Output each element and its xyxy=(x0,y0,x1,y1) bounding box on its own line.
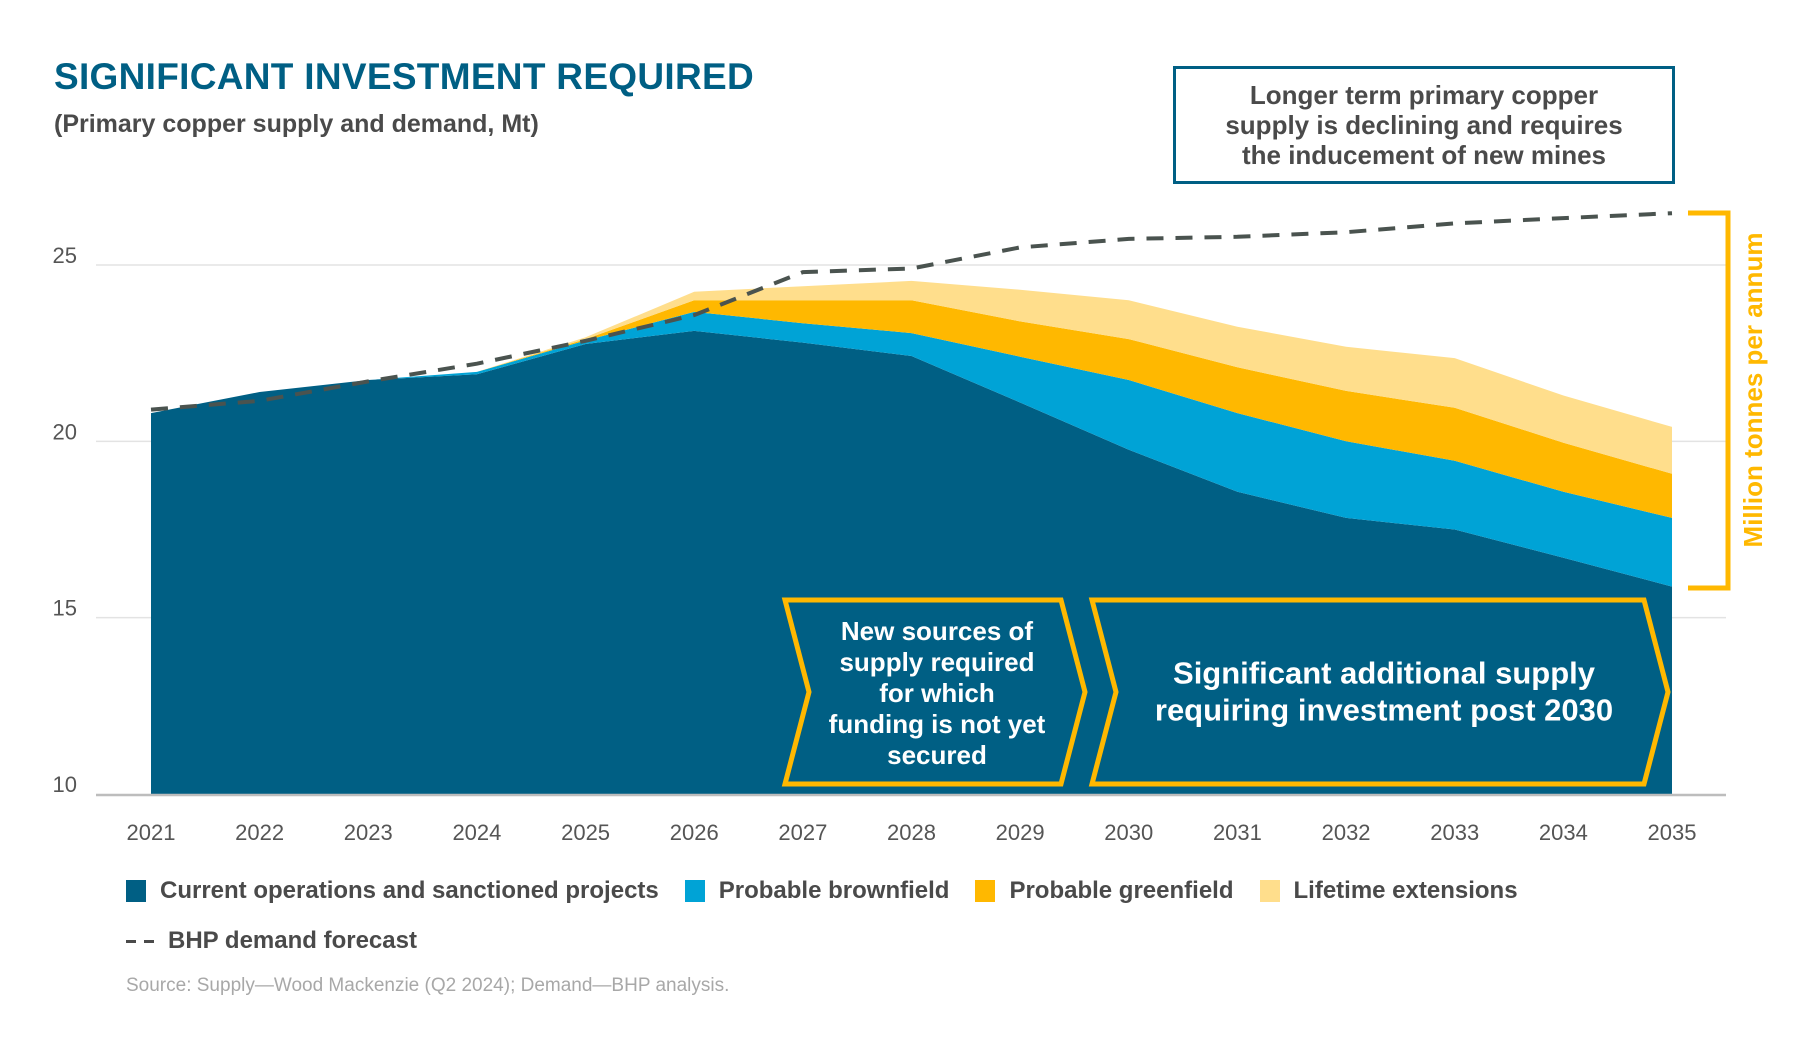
y-tick-label: 15 xyxy=(53,596,77,621)
x-tick-label: 2028 xyxy=(887,820,936,845)
x-tick-label: 2024 xyxy=(452,820,501,845)
chevron-text-line: Significant additional supply xyxy=(1173,656,1596,691)
legend-swatch xyxy=(975,880,996,902)
x-tick-label: 2035 xyxy=(1648,820,1697,845)
chevron-text-line: requiring investment post 2030 xyxy=(1155,693,1613,728)
callout-text: Longer term primary copper supply is dec… xyxy=(1225,80,1623,170)
dashed-line-icon xyxy=(126,930,154,952)
x-tick-label: 2022 xyxy=(235,820,284,845)
legend-swatch xyxy=(684,880,705,902)
legend-swatch xyxy=(1259,880,1280,902)
chart-subtitle: (Primary copper supply and demand, Mt) xyxy=(54,110,539,138)
y-axis-ticks: 10 15 20 25 xyxy=(53,243,77,797)
area-lifetime-extensions xyxy=(151,280,1672,474)
chevron-text-line: funding is not yet xyxy=(829,709,1046,739)
demand-forecast-line xyxy=(150,211,1673,412)
x-tick-label: 2032 xyxy=(1322,820,1371,845)
source-note: Source: Supply—Wood Mackenzie (Q2 2024);… xyxy=(126,975,730,996)
legend-item-current-operations: Current operations and sanctioned projec… xyxy=(126,877,659,905)
x-tick-label: 2021 xyxy=(127,820,176,845)
legend-label: Current operations and sanctioned projec… xyxy=(160,877,659,904)
callout-box: Longer term primary copper supply is dec… xyxy=(1173,66,1675,184)
chart-title: SIGNIFICANT INVESTMENT REQUIRED xyxy=(54,56,754,97)
x-tick-label: 2034 xyxy=(1539,820,1588,845)
x-tick-label: 2031 xyxy=(1213,820,1262,845)
legend-swatch xyxy=(126,880,146,902)
area-probable-greenfield xyxy=(151,300,1672,518)
legend: Current operations and sanctioned projec… xyxy=(126,875,1726,957)
legend-item-lifetime-extensions: Lifetime extensions xyxy=(1259,877,1518,905)
x-tick-label: 2030 xyxy=(1104,820,1153,845)
chevron-box xyxy=(781,597,1088,787)
legend-item-probable-greenfield: Probable greenfield xyxy=(975,877,1234,905)
legend-label: Probable brownfield xyxy=(718,877,950,904)
chevron-text-line: New sources of xyxy=(841,616,1034,646)
legend-row-supply: Current operations and sanctioned projec… xyxy=(126,875,1726,907)
chevron-box xyxy=(1088,597,1671,787)
x-tick-label: 2023 xyxy=(344,820,393,845)
legend-item-probable-brownfield: Probable brownfield xyxy=(684,877,950,905)
y-tick-label: 20 xyxy=(53,419,77,444)
x-tick-label: 2033 xyxy=(1430,820,1479,845)
legend-label: BHP demand forecast xyxy=(168,927,417,954)
legend-label: Probable greenfield xyxy=(1009,877,1234,904)
chevron-text-line: secured xyxy=(887,740,987,770)
x-tick-label: 2025 xyxy=(561,820,610,845)
legend-item-demand: BHP demand forecast xyxy=(126,927,417,955)
demand-line-group xyxy=(150,211,1673,412)
legend-row-demand: BHP demand forecast xyxy=(126,925,1726,957)
area-probable-brownfield xyxy=(151,311,1672,587)
y-tick-label: 25 xyxy=(53,243,77,268)
units-bracket: Million tonnes per annum xyxy=(1688,210,1768,591)
legend-label: Lifetime extensions xyxy=(1293,877,1518,904)
chevron-text-line: for which xyxy=(879,678,995,708)
y-tick-label: 10 xyxy=(53,772,77,797)
x-tick-label: 2026 xyxy=(670,820,719,845)
bracket-line xyxy=(1688,210,1731,591)
x-tick-label: 2029 xyxy=(996,820,1045,845)
units-label: Million tonnes per annum xyxy=(1738,233,1768,548)
chevron-text-line: supply required xyxy=(839,647,1034,677)
x-axis-ticks: 2021 2022 2023 2024 2025 2026 2027 2028 2029 2030… xyxy=(127,820,1697,845)
x-tick-label: 2027 xyxy=(778,820,827,845)
